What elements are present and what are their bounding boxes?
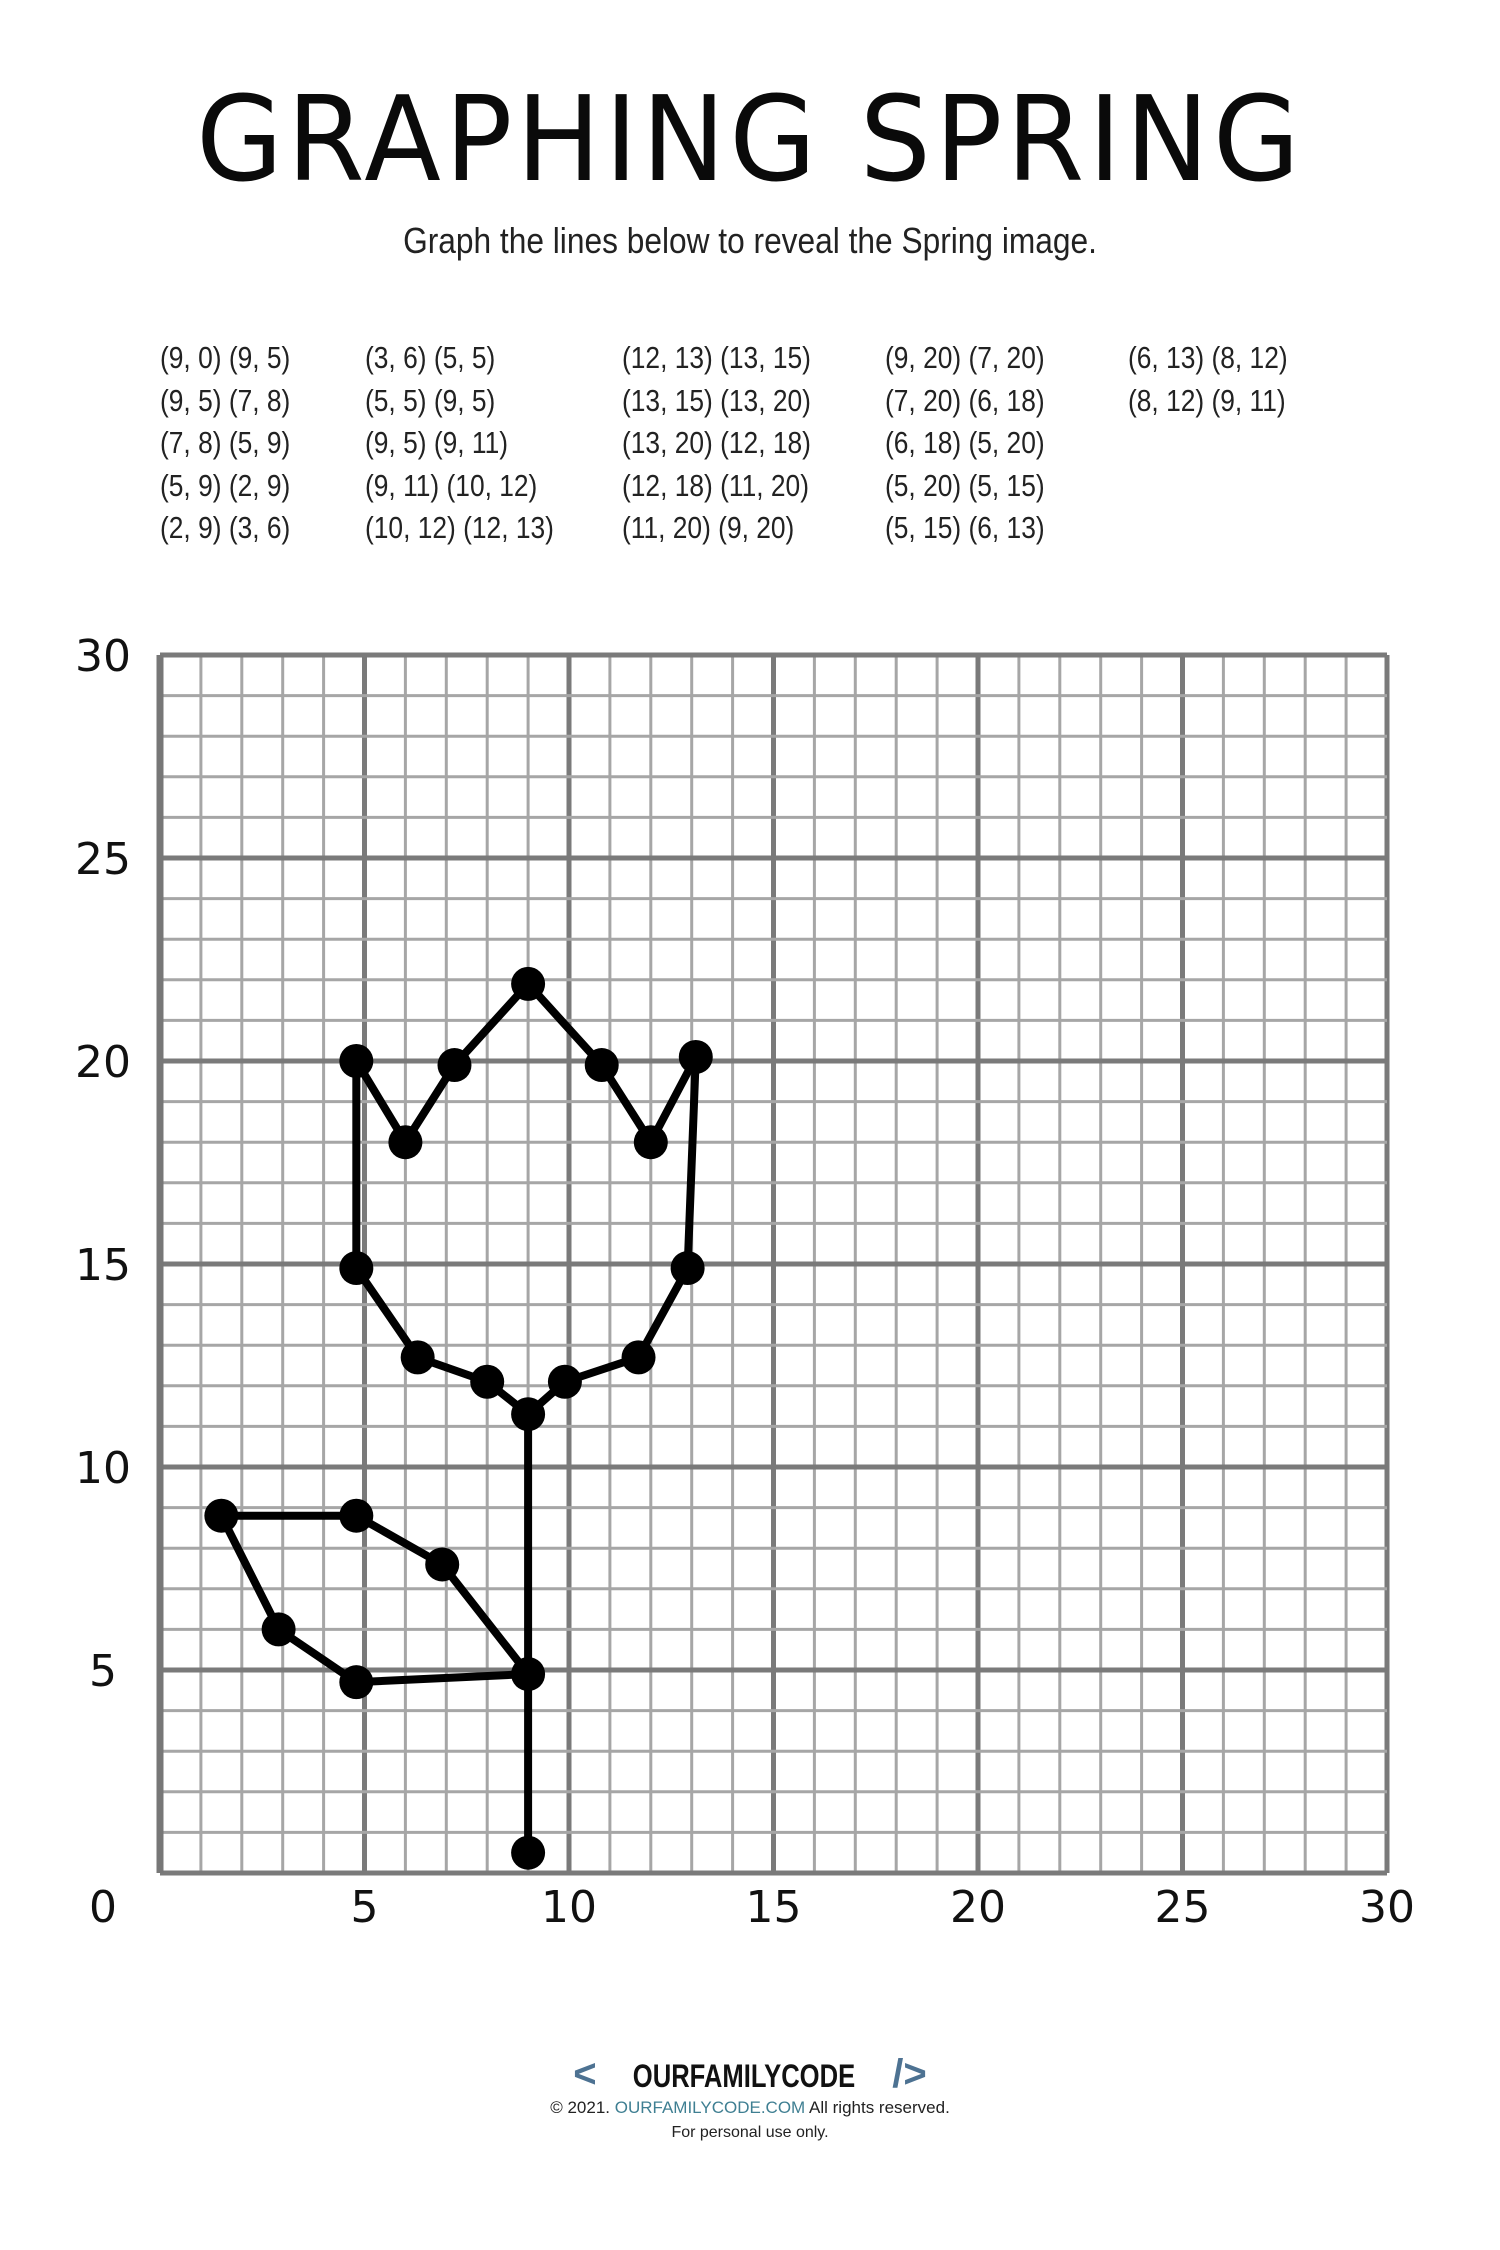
y-tick-label: 20 <box>75 1037 131 1088</box>
graph-point <box>261 1612 296 1647</box>
graph-point <box>511 1835 546 1870</box>
site-link[interactable]: OURFAMILYCODE.COM <box>614 2098 806 2117</box>
coordinate-pair: (9, 11) (10, 12) <box>365 467 538 503</box>
coordinate-pair: (5, 9) (2, 9) <box>160 467 291 503</box>
graph-point <box>670 1251 705 1286</box>
page-title: GRAPHING SPRING <box>196 71 1304 209</box>
coordinate-pair: (6, 18) (5, 20) <box>885 425 1045 460</box>
graph-point <box>204 1498 239 1533</box>
coordinate-pair: (9, 5) (9, 11) <box>365 425 509 460</box>
graph-segment <box>683 1052 700 1273</box>
y-tick-label: 30 <box>75 631 131 682</box>
x-tick-label: 30 <box>1359 1882 1415 1933</box>
x-tick-label: 15 <box>746 1882 802 1933</box>
graph-point <box>339 1044 374 1078</box>
coordinate-pair: (3, 6) (5, 5) <box>365 340 496 375</box>
logo-right-bracket: /> <box>892 2052 927 2096</box>
coordinate-pair: (6, 13) (8, 12) <box>1128 340 1288 375</box>
logo-left-bracket: < <box>573 2052 597 2096</box>
graph-point <box>678 1039 713 1074</box>
graph-segment <box>450 979 533 1070</box>
graph-segment <box>524 979 606 1070</box>
coordinate-column: (9, 20) (7, 20) (7, 20) (6, 18) (6, 18) (5… <box>885 340 1073 553</box>
graph-point <box>339 1498 374 1533</box>
graph-point <box>400 1340 435 1375</box>
coordinate-pair: (8, 12) (9, 11) <box>1128 382 1286 418</box>
coordinate-pair: (13, 15) (13, 20) <box>622 382 811 418</box>
coordinate-pair: (5, 15) (6, 13) <box>885 510 1045 545</box>
coordinate-pair: (9, 0) (9, 5) <box>160 340 291 375</box>
graph-point <box>511 1397 546 1432</box>
coordinate-list: (9, 0) (9, 5) (9, 5) (7, 8) (7, 8) (5, 9) (… <box>160 340 1410 560</box>
instructions: Graph the lines below to reveal the Spri… <box>403 220 1097 261</box>
coordinate-column: (6, 13) (8, 12) (8, 12) (9, 11) <box>1128 340 1316 425</box>
coordinate-pair: (2, 9) (3, 6) <box>160 510 291 545</box>
coordinate-pair: (12, 13) (13, 15) <box>622 340 811 375</box>
coordinate-pair: (13, 20) (12, 18) <box>622 425 811 460</box>
logo: < OURFAMILYCODE /> <box>0 2052 1500 2097</box>
coordinate-pair: (9, 20) (7, 20) <box>885 340 1045 375</box>
x-tick-label: 5 <box>351 1882 379 1933</box>
graph-point <box>425 1547 460 1582</box>
graph-point <box>339 1251 374 1286</box>
coordinate-column: (3, 6) (5, 5) (5, 5) (9, 5) (9, 5) (9, 11)… <box>365 340 587 553</box>
copyright-icon: © <box>550 2098 563 2117</box>
coordinate-pair: (7, 8) (5, 9) <box>160 425 291 460</box>
coordinate-column: (12, 13) (13, 15) (13, 15) (13, 20) (13, 2… <box>622 340 844 553</box>
coordinate-pair: (7, 20) (6, 18) <box>885 382 1045 418</box>
y-tick-label: 5 <box>89 1646 117 1697</box>
personal-use-note: For personal use only. <box>671 2124 829 2141</box>
graph-point <box>584 1048 619 1083</box>
graph-point <box>339 1665 374 1700</box>
graph-point <box>547 1364 582 1399</box>
graph-point <box>633 1125 668 1160</box>
copyright-year: 2021. <box>567 2098 610 2117</box>
coordinate-pair: (12, 18) (11, 20) <box>622 467 809 503</box>
graph-segment <box>217 1511 283 1634</box>
y-tick-label: 25 <box>75 834 131 885</box>
graph-segment <box>352 1670 533 1687</box>
coordinate-grid: 0 5 10 15 20 25 30 5 10 15 20 25 30 <box>75 631 1415 1933</box>
x-tick-label: 0 <box>89 1882 117 1933</box>
graph-point <box>621 1340 656 1375</box>
coordinate-column: (9, 0) (9, 5) (9, 5) (7, 8) (7, 8) (5, 9) (… <box>160 340 313 553</box>
graph-point <box>511 966 546 1001</box>
coordinate-pair: (11, 20) (9, 20) <box>622 510 795 545</box>
x-tick-label: 20 <box>950 1882 1006 1933</box>
graph-point <box>470 1364 505 1399</box>
x-tick-label: 25 <box>1155 1882 1211 1933</box>
logo-name: OURFAMILYCODE <box>633 2058 856 2094</box>
coordinate-pair: (9, 5) (7, 8) <box>160 382 291 418</box>
graph-segment <box>352 1264 422 1362</box>
rights-text: All rights reserved. <box>809 2098 950 2117</box>
graph-point <box>437 1048 472 1083</box>
copyright: © 2021. OURFAMILYCODE.COM All rights res… <box>0 2098 1500 2118</box>
coordinate-pair: (10, 12) (12, 13) <box>365 510 554 545</box>
x-tick-label: 10 <box>541 1882 597 1933</box>
y-tick-label: 15 <box>75 1240 131 1291</box>
graph-point <box>388 1125 423 1160</box>
graph-segment <box>438 1560 533 1679</box>
graph-point <box>511 1657 546 1692</box>
y-tick-label: 10 <box>75 1443 131 1494</box>
coordinate-pair: (5, 20) (5, 15) <box>885 467 1045 503</box>
coordinate-pair: (5, 5) (9, 5) <box>365 382 496 418</box>
